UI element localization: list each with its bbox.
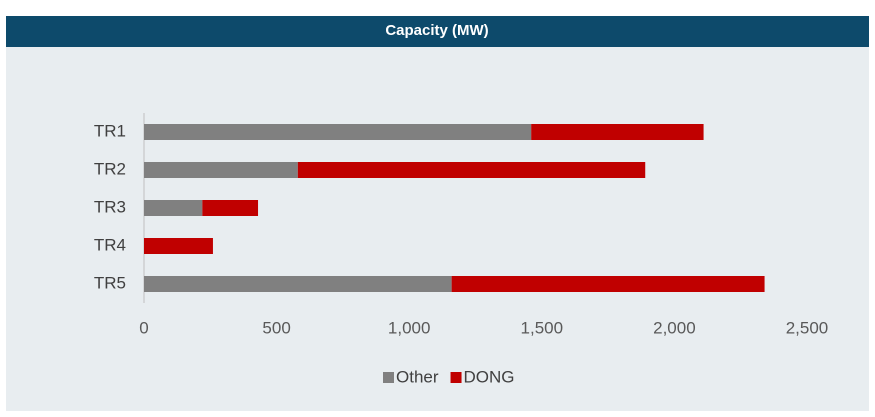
bar-segment — [144, 200, 203, 216]
bar-segment — [144, 276, 452, 292]
y-tick-label: TR1 — [94, 121, 126, 140]
x-tick-label: 1,500 — [521, 318, 564, 337]
y-tick-label: TR3 — [94, 197, 126, 216]
y-tick-label: TR4 — [94, 235, 126, 254]
x-tick-label: 1,000 — [388, 318, 431, 337]
bar-segment — [531, 124, 704, 140]
bar-segment — [297, 162, 646, 178]
bar-segment — [144, 124, 532, 140]
legend-swatch — [450, 372, 462, 383]
legend-label: Other — [396, 367, 439, 386]
legend-label: DONG — [464, 367, 515, 386]
bar-segment — [451, 276, 765, 292]
plot-panel — [6, 47, 869, 411]
chart-title: Capacity (MW) — [385, 22, 488, 39]
bar-segment — [144, 238, 213, 254]
y-tick-label: TR2 — [94, 159, 126, 178]
bar-segment — [144, 162, 298, 178]
bar-segment — [202, 200, 259, 216]
x-tick-label: 2,500 — [786, 318, 829, 337]
title-band — [6, 16, 869, 47]
x-tick-label: 500 — [262, 318, 290, 337]
x-tick-label: 0 — [139, 318, 148, 337]
y-tick-label: TR5 — [94, 273, 126, 292]
x-tick-label: 2,000 — [653, 318, 696, 337]
legend-swatch — [383, 372, 394, 383]
